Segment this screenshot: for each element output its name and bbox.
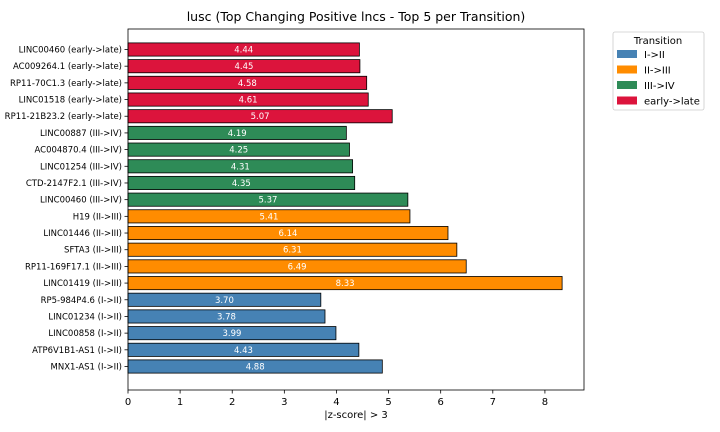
x-axis: 0 1 2 3 4 5 6 7 8 [125, 390, 548, 408]
x-tick-label: 4 [333, 397, 339, 408]
bar-value-label: 6.49 [288, 262, 307, 272]
y-tick-label: MNX1-AS1 (I->II) [51, 363, 122, 373]
bar-value-label: 4.43 [234, 346, 253, 356]
legend-swatch [617, 81, 637, 89]
y-axis: LINC00460 (early->late) AC009264.1 (early… [5, 46, 128, 373]
legend-swatch [617, 96, 637, 105]
bar-value-label: 4.31 [231, 162, 250, 172]
legend-swatch [617, 65, 637, 74]
bar-value-label: 4.35 [232, 179, 251, 189]
bar-value-label: 8.33 [336, 279, 355, 289]
chart-title: lusc (Top Changing Positive lncs - Top 5… [187, 9, 526, 24]
x-tick-label: 6 [437, 397, 443, 408]
bar-value-label: 5.37 [258, 196, 277, 206]
bar-value-label: 4.25 [229, 146, 248, 156]
bar-value-label: 3.70 [215, 296, 234, 306]
legend-swatch [617, 50, 637, 58]
y-tick-label: RP11-21B23.2 (early->late) [5, 112, 122, 122]
y-tick-label: RP5-984P4.6 (I->II) [41, 296, 122, 306]
y-tick-label: RP11-70C1.3 (early->late) [10, 79, 122, 89]
y-tick-label: LINC00460 (III->IV) [40, 196, 122, 206]
y-tick-label: AC009264.1 (early->late) [13, 62, 122, 72]
x-tick-label: 8 [542, 397, 548, 408]
bars-layer: 4.44 4.45 4.58 4.61 5.07 4.19 4.25 4.31 4.35 5.37… [127, 42, 563, 374]
y-tick-label: CTD-2147F2.1 (III->IV) [26, 179, 122, 189]
legend-entry-label: III->IV [644, 81, 675, 92]
y-tick-label: LINC01234 (I->II) [48, 312, 122, 322]
legend-items: I->II II->III III->IV early->late [617, 50, 700, 108]
y-tick-label: LINC01518 (early->late) [19, 96, 122, 106]
bar-value-label: 4.45 [234, 62, 253, 72]
x-tick-label: 7 [490, 397, 496, 408]
y-tick-label: LINC01446 (II->III) [43, 229, 122, 239]
legend-entry-label: II->III [644, 66, 671, 77]
y-tick-label: LINC01419 (II->III) [43, 279, 122, 289]
bar-value-label: 5.07 [251, 112, 270, 122]
y-tick-label: LINC00858 (I->II) [48, 329, 122, 339]
x-tick-label: 0 [125, 397, 131, 408]
x-tick-label: 1 [177, 397, 183, 408]
y-tick-label: LINC00887 (III->IV) [40, 129, 122, 139]
y-tick-label: LINC01254 (III->IV) [40, 162, 122, 172]
bar-value-label: 4.19 [228, 129, 247, 139]
plot-frame [127, 28, 585, 391]
bar-value-label: 4.44 [234, 46, 253, 56]
y-tick-label: ATP6V1B1-AS1 (I->II) [32, 346, 122, 356]
bar-value-label: 4.61 [239, 96, 258, 106]
bar-value-label: 3.78 [217, 312, 236, 322]
bar-value-label: 6.31 [283, 246, 302, 256]
bar-value-label: 5.41 [260, 212, 279, 222]
bar-value-label: 4.88 [246, 363, 265, 373]
legend-entry-label: early->late [644, 97, 700, 108]
x-axis-label: |z-score| > 3 [324, 410, 388, 421]
y-tick-label: RP11-169F17.1 (II->III) [25, 262, 122, 272]
y-tick-label: H19 (II->III) [73, 212, 122, 222]
legend: Transition I->II II->III III->IV early->lat… [612, 31, 705, 111]
bar-value-label: 3.99 [222, 329, 241, 339]
legend-title: Transition [633, 36, 682, 47]
y-tick-label: AC004870.4 (III->IV) [34, 146, 122, 156]
bar-value-label: 6.14 [279, 229, 298, 239]
y-tick-label: SFTA3 (II->III) [64, 246, 122, 256]
x-tick-label: 5 [385, 397, 391, 408]
y-tick-label: LINC00460 (early->late) [19, 46, 122, 56]
x-tick-label: 2 [229, 397, 235, 408]
x-tick-label: 3 [281, 397, 287, 408]
bar-value-label: 4.58 [238, 79, 257, 89]
legend-entry-label: I->II [644, 50, 665, 61]
